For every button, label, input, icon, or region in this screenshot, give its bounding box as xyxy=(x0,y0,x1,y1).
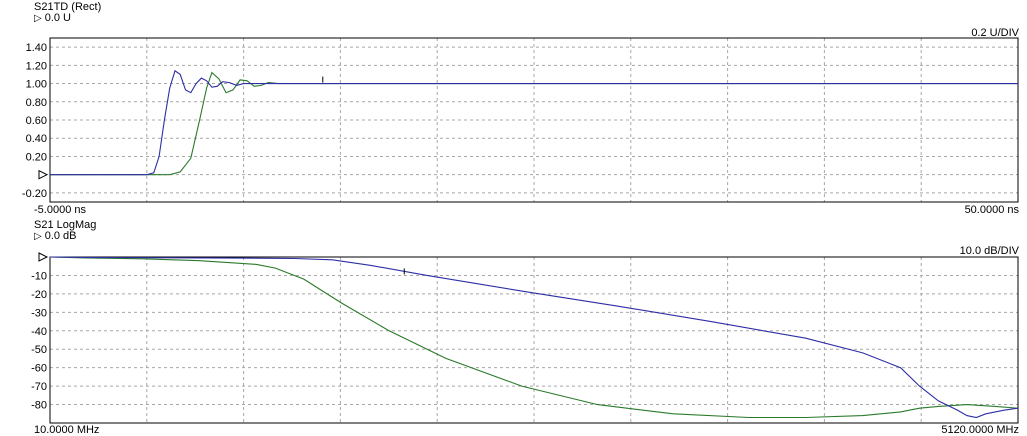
x-end-label: 50.0000 ns xyxy=(964,204,1019,216)
reference-marker-icon xyxy=(38,252,49,262)
y-tick-label: 0.20 xyxy=(26,151,47,163)
y-tick-label: 1.20 xyxy=(26,60,47,72)
chart-title: S21TD (Rect) xyxy=(34,1,102,13)
time-domain-panel: S21TD (Rect) ▷ 0.0 U 0.2 U/DIV 1.40 1.20 1.… xyxy=(22,1,1019,216)
x-start-label: -5.0000 ns xyxy=(34,204,86,216)
y-tick-label: -10 xyxy=(31,270,47,282)
y-tick-label: -70 xyxy=(31,381,47,393)
scale-label: 0.2 U/DIV xyxy=(971,27,1019,39)
series-line xyxy=(50,71,1018,176)
y-tick-label: -50 xyxy=(31,344,47,356)
reference-value: 0.0 U xyxy=(44,12,71,24)
y-tick-label: 1.40 xyxy=(26,42,47,54)
plot-frame xyxy=(49,37,1019,203)
x-start-label: 10.0000 MHz xyxy=(34,424,100,436)
time-domain-plot: 1.40 1.20 1.00 0.80 0.60 0.40 0.20 -0.20 xyxy=(22,37,1019,203)
chart-title: S21 LogMag xyxy=(34,219,97,231)
logmag-panel: S21 LogMag ▷ 0.0 dB 10.0 dB/DIV -10 -20 -30… xyxy=(0,218,1027,436)
y-tick-label: -20 xyxy=(31,289,47,301)
y-tick-label: -80 xyxy=(31,400,47,412)
series-line xyxy=(50,69,1018,176)
y-tick-label: -40 xyxy=(31,326,47,338)
y-tick-label: 0.80 xyxy=(26,97,47,109)
reference-value: 0.0 dB xyxy=(44,230,77,242)
scale-label: 10.0 dB/DIV xyxy=(959,245,1019,257)
y-tick-label: 0.40 xyxy=(26,133,47,145)
plot-frame xyxy=(49,256,1019,424)
reference-label: ▷ 0.0 U xyxy=(34,12,71,25)
y-tick-label: 0.60 xyxy=(26,115,47,127)
reference-marker-icon xyxy=(38,169,49,180)
reference-triangle-icon: ▷ xyxy=(34,13,42,24)
y-tick-label: -0.20 xyxy=(22,188,47,200)
reference-label: ▷ 0.0 dB xyxy=(34,230,77,243)
y-tick-label: -60 xyxy=(31,363,47,375)
y-tick-label: 1.00 xyxy=(26,79,47,91)
series-line xyxy=(49,256,1019,419)
logmag-plot: -10 -20 -30 -40 -50 -60 -70 -80 xyxy=(31,252,1019,424)
series-line xyxy=(49,256,1019,419)
reference-triangle-icon: ▷ xyxy=(34,231,42,242)
x-end-label: 5120.0000 MHz xyxy=(941,424,1019,436)
y-tick-label: -30 xyxy=(31,307,47,319)
